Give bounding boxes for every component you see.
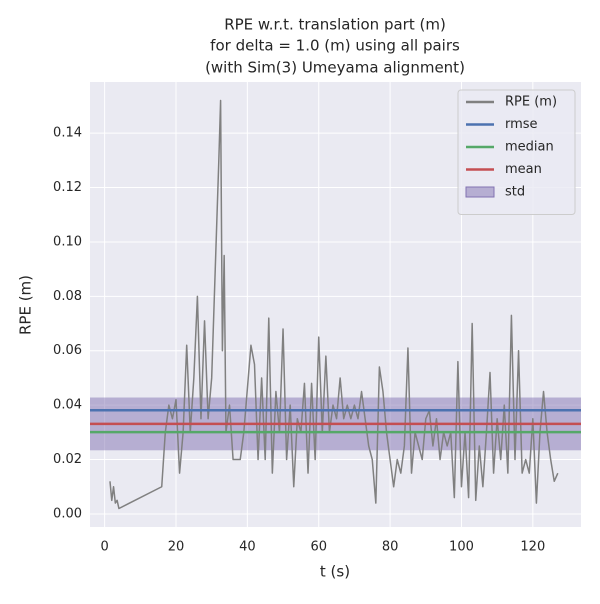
x-tick-label: 120 [520,540,545,555]
legend-box [457,89,576,215]
chart-title: for delta = 1.0 (m) using all pairs [210,37,460,55]
y-tick-label: 0.08 [53,289,82,304]
chart-title: (with Sim(3) Umeyama alignment) [205,59,465,77]
x-tick-label: 40 [239,540,256,555]
x-tick-label: 80 [382,540,399,555]
legend-swatch [465,186,495,198]
x-axis-label: t (s) [320,563,350,581]
legend-label: std [505,185,525,200]
legend-label: rmse [505,117,538,132]
data-line [109,99,559,510]
y-tick-label: 0.14 [53,126,82,141]
y-tick-label: 0.02 [53,452,82,467]
y-tick-label: 0.10 [53,234,82,249]
y-tick-label: 0.12 [53,180,82,195]
x-tick-label: 20 [168,540,185,555]
chart-title: RPE w.r.t. translation part (m) [224,16,446,34]
y-tick-label: 0.06 [53,343,82,358]
x-tick-label: 0 [100,540,108,555]
y-tick-label: 0.00 [53,506,82,521]
legend-label: mean [505,162,542,177]
legend-label: RPE (m) [505,95,557,110]
x-tick-label: 60 [310,540,327,555]
x-tick-label: 100 [449,540,474,555]
y-tick-label: 0.04 [53,398,82,413]
y-axis-label: RPE (m) [17,275,35,335]
legend-label: median [505,140,554,155]
